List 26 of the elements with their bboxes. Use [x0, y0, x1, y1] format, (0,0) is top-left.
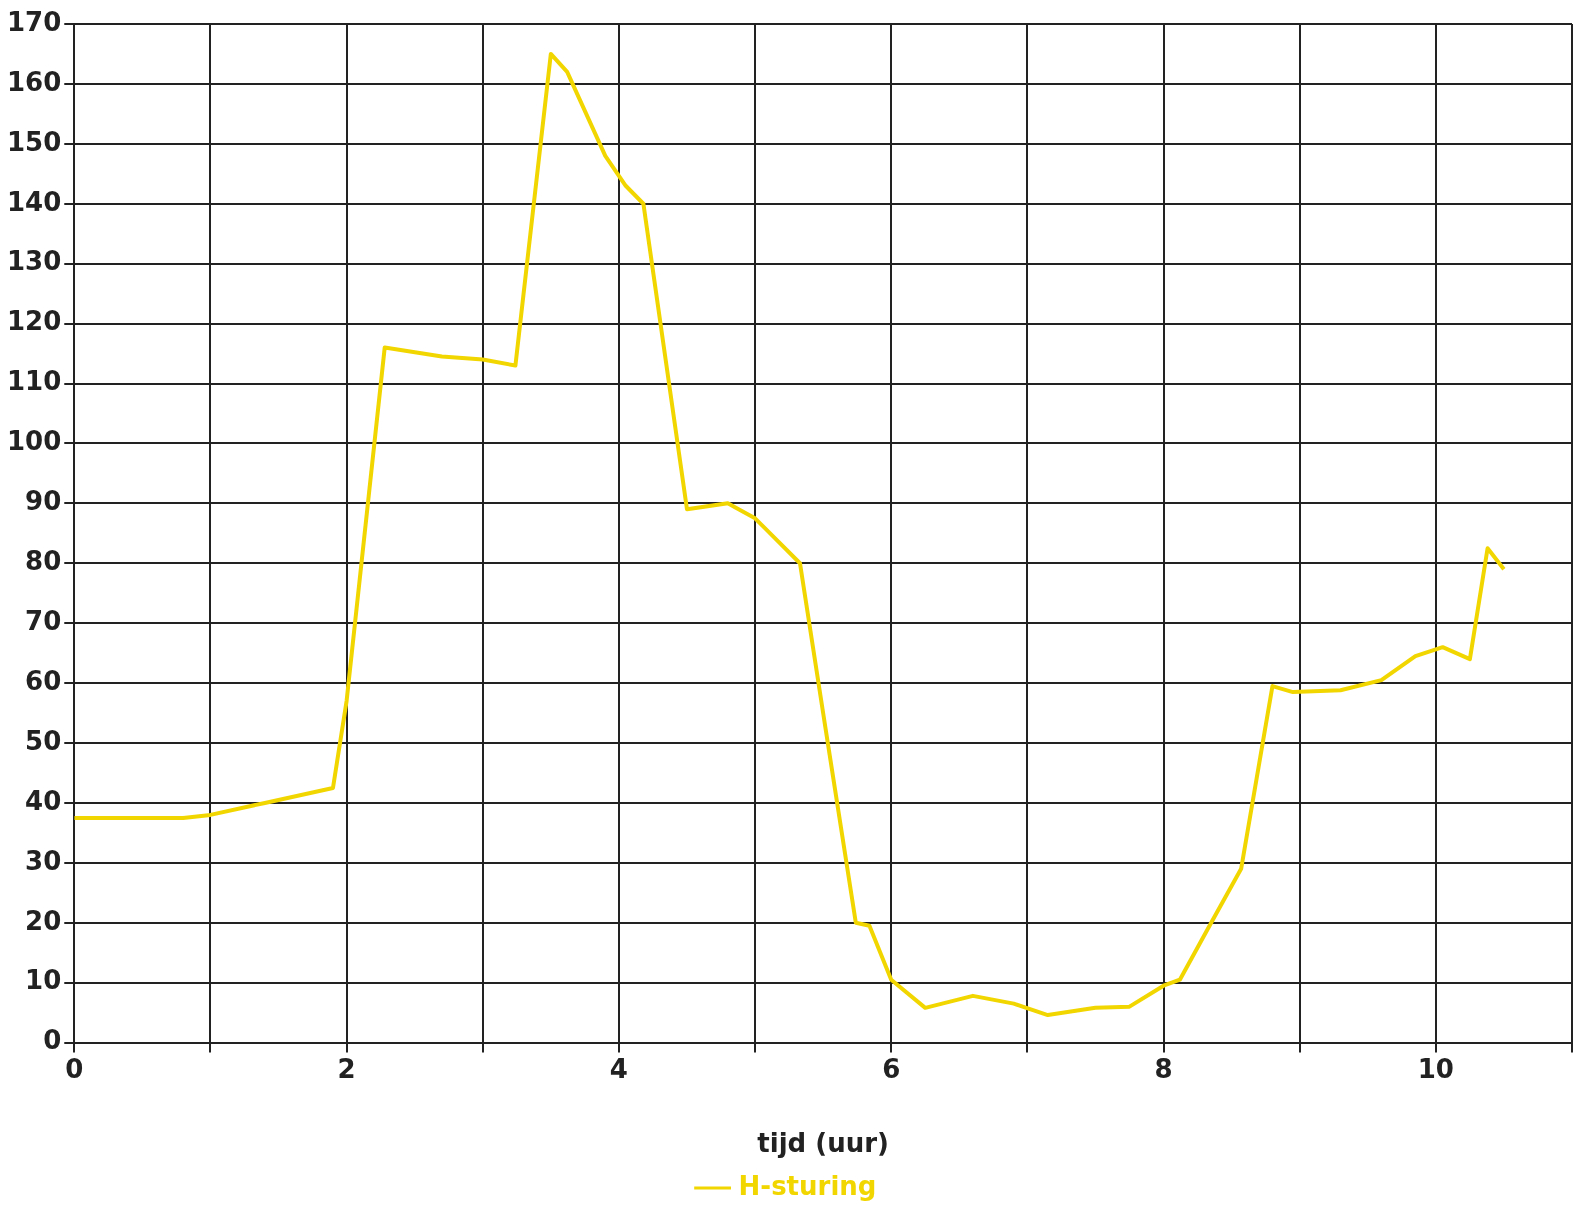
x-tick-label: 0 [65, 1053, 84, 1084]
y-tick-label: 130 [6, 246, 62, 277]
y-tick-label: 80 [25, 546, 62, 577]
x-tick-label: 2 [337, 1053, 356, 1084]
y-tick-label: 60 [25, 665, 62, 696]
y-tick-label: 0 [43, 1025, 62, 1056]
y-tick-label: 170 [6, 6, 62, 37]
x-tick-label: 6 [882, 1053, 901, 1084]
y-tick-label: 50 [25, 725, 62, 756]
x-axis-title: tijd (uur) [757, 1128, 889, 1159]
y-tick-label: 100 [6, 426, 62, 457]
x-tick-label: 8 [1154, 1053, 1173, 1084]
y-tick-label: 160 [6, 66, 62, 97]
y-tick-label: 30 [25, 845, 62, 876]
y-tick-label: 10 [25, 965, 62, 996]
y-tick-label: 120 [6, 306, 62, 337]
legend-label: H-sturing [738, 1170, 877, 1201]
y-tick-label: 40 [25, 785, 62, 816]
y-tick-label: 90 [25, 486, 62, 517]
x-tick-label: 4 [609, 1053, 628, 1084]
y-tick-label: 70 [25, 605, 62, 636]
y-tick-label: 110 [6, 366, 62, 397]
y-tick-label: 20 [25, 905, 62, 936]
x-tick-label: 10 [1417, 1053, 1454, 1084]
y-tick-label: 150 [6, 126, 62, 157]
y-tick-label: 140 [6, 186, 62, 217]
